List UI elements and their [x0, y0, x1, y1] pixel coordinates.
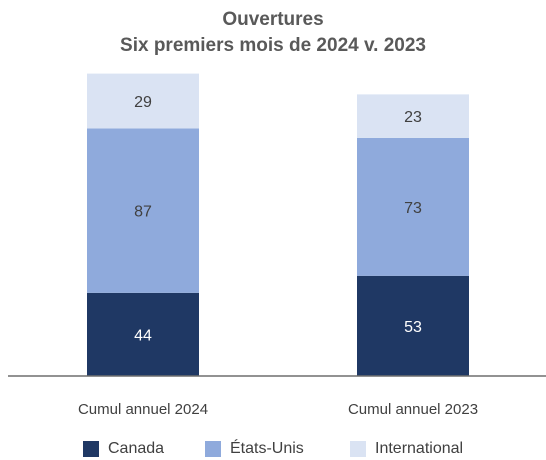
legend-label-canada: Canada — [108, 440, 165, 457]
data-label-canada-2: 53 — [404, 319, 422, 336]
legend-swatch-canada — [83, 441, 99, 457]
legend: Canada États-Unis International — [0, 440, 546, 460]
data-label-international-2: 23 — [404, 109, 422, 126]
bar-canada-2 — [357, 275, 469, 376]
legend-item-etats-unis: États-Unis — [205, 440, 304, 458]
legend-label-etats-unis: États-Unis — [230, 440, 304, 457]
bar-international-2 — [357, 94, 469, 138]
legend-swatch-etats-unis — [205, 441, 221, 457]
data-label-canada-1: 44 — [134, 327, 152, 344]
bar-etats-unis-2 — [357, 137, 469, 276]
bar-etats-unis-1 — [87, 128, 199, 293]
legend-item-international: International — [350, 440, 463, 458]
x-tick-label-2: Cumul annuel 2023 — [348, 401, 478, 418]
legend-swatch-international — [350, 441, 366, 457]
data-label-etats-unis-2: 73 — [404, 200, 422, 217]
data-label-etats-unis-1: 87 — [134, 204, 152, 221]
bar-international-1 — [87, 73, 199, 129]
bar-canada-1 — [87, 292, 199, 376]
chart-subtitle: Six premiers mois de 2024 v. 2023 — [120, 35, 426, 56]
legend-item-canada: Canada — [83, 440, 164, 458]
data-label-international-1: 29 — [134, 94, 152, 111]
legend-label-international: International — [375, 440, 464, 457]
x-tick-label-1: Cumul annuel 2024 — [78, 401, 208, 418]
stacked-bar-chart: 44 87 29 Cumul annuel 2024 53 73 23 Cumul annue… — [8, 73, 546, 418]
chart-title: Ouvertures — [222, 9, 324, 30]
